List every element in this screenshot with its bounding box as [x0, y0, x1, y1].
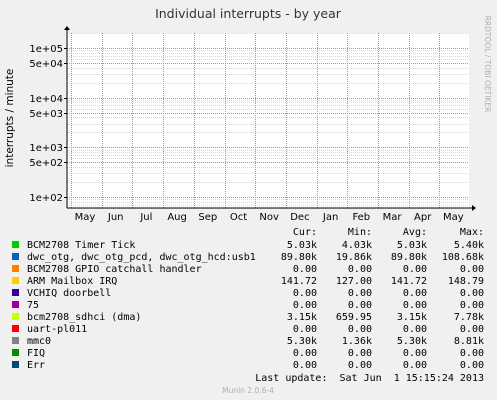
legend-column-header: Max:: [460, 227, 484, 238]
legend-value-cur: 0.00: [293, 288, 317, 299]
legend-series-name: mmc0: [27, 336, 51, 347]
y-tick-label: 5e+03: [29, 109, 63, 120]
y-tick-label: 5e+04: [29, 59, 63, 70]
legend-value-min: 19.86k: [336, 252, 372, 263]
legend-series-name: bcm2708_sdhci (dma): [27, 312, 141, 323]
rrdtool-watermark: RRDTOOL / TOBI OETIKER: [483, 16, 492, 113]
legend-series-name: 75: [27, 300, 39, 311]
legend-series-name: uart-pl011: [27, 324, 87, 335]
legend-value-cur: 0.00: [293, 348, 317, 359]
legend-value-min: 0.00: [348, 360, 372, 371]
legend-value-min: 0.00: [348, 348, 372, 359]
munin-version-footer: Munin 2.0.6-4: [222, 386, 274, 395]
legend-value-cur: 3.15k: [287, 312, 317, 323]
y-tick-label: 1e+03: [29, 143, 63, 154]
legend-value-cur: 0.00: [293, 360, 317, 371]
y-tick-label: 1e+02: [29, 193, 63, 204]
legend-value-cur: 0.00: [293, 300, 317, 311]
x-tick-label: May: [75, 212, 96, 223]
legend-value-max: 0.00: [460, 288, 484, 299]
legend-value-cur: 5.03k: [287, 240, 317, 251]
legend-value-avg: 0.00: [403, 300, 427, 311]
legend-value-max: 108.68k: [442, 252, 484, 263]
legend-value-min: 1.36k: [342, 336, 372, 347]
x-tick-label: May: [443, 212, 464, 223]
legend-swatch: [12, 265, 19, 272]
legend-value-max: 0.00: [460, 264, 484, 275]
y-tick-label: 1e+04: [29, 94, 63, 105]
y-tick-label: 1e+05: [29, 44, 63, 55]
legend-value-max: 7.78k: [454, 312, 484, 323]
legend-swatch: [12, 325, 19, 332]
legend-value-max: 0.00: [460, 324, 484, 335]
legend-value-avg: 0.00: [403, 288, 427, 299]
legend-swatch: [12, 313, 19, 320]
legend-value-min: 4.03k: [342, 240, 372, 251]
legend-swatch: [12, 301, 19, 308]
legend-value-max: 0.00: [460, 360, 484, 371]
legend-value-min: 0.00: [348, 324, 372, 335]
legend-series-name: dwc_otg, dwc_otg_pcd, dwc_otg_hcd:usb1: [27, 252, 256, 263]
legend-value-max: 8.81k: [454, 336, 484, 347]
legend-series-name: BCM2708 GPIO catchall handler: [27, 264, 202, 275]
y-axis-label: interrupts / minute: [4, 69, 16, 168]
legend-value-min: 0.00: [348, 264, 372, 275]
legend-value-max: 148.79: [448, 276, 484, 287]
legend-value-avg: 0.00: [403, 360, 427, 371]
x-tick-label: Jul: [139, 212, 152, 223]
legend-value-cur: 5.30k: [287, 336, 317, 347]
y-tick-label: 5e+02: [29, 158, 63, 169]
legend-value-avg: 141.72: [391, 276, 427, 287]
legend-value-avg: 0.00: [403, 264, 427, 275]
legend-swatch: [12, 241, 19, 248]
legend-swatch: [12, 337, 19, 344]
x-tick-label: Nov: [259, 212, 279, 223]
legend-value-max: 0.00: [460, 300, 484, 311]
legend-column-header: Min:: [348, 227, 372, 238]
legend-value-cur: 0.00: [293, 264, 317, 275]
legend-value-avg: 5.30k: [397, 336, 427, 347]
x-tick-label: Feb: [352, 212, 370, 223]
legend-value-cur: 141.72: [281, 276, 317, 287]
legend-value-avg: 0.00: [403, 348, 427, 359]
legend-series-name: BCM2708 Timer Tick: [27, 240, 135, 251]
x-tick-label: Oct: [230, 212, 247, 223]
legend-value-min: 659.95: [336, 312, 372, 323]
legend-value-avg: 5.03k: [397, 240, 427, 251]
legend-series-name: ARM Mailbox IRQ: [27, 276, 117, 287]
legend-swatch: [12, 361, 19, 368]
last-update: Last update: Sat Jun 1 15:15:24 2013: [255, 373, 484, 384]
legend-value-min: 127.00: [336, 276, 372, 287]
legend-series-name: Err: [27, 360, 45, 371]
legend-value-max: 5.40k: [454, 240, 484, 251]
legend-value-avg: 89.80k: [391, 252, 427, 263]
legend-value-min: 0.00: [348, 288, 372, 299]
legend-value-avg: 3.15k: [397, 312, 427, 323]
legend-swatch: [12, 289, 19, 296]
legend-swatch: [12, 253, 19, 260]
legend-column-header: Cur:: [293, 227, 317, 238]
legend-series-name: FIQ: [27, 348, 45, 359]
x-tick-label: Apr: [414, 212, 432, 223]
legend-swatch: [12, 277, 19, 284]
legend-swatch: [12, 349, 19, 356]
legend-value-cur: 89.80k: [281, 252, 317, 263]
x-tick-label: Mar: [383, 212, 403, 223]
x-tick-label: Aug: [167, 212, 187, 223]
x-tick-label: Dec: [290, 212, 309, 223]
legend-series-name: VCHIQ doorbell: [27, 288, 111, 299]
legend-value-min: 0.00: [348, 300, 372, 311]
legend-column-header: Avg:: [403, 227, 427, 238]
chart-title: Individual interrupts - by year: [155, 6, 342, 21]
x-tick-label: Jun: [107, 212, 124, 223]
legend-value-cur: 0.00: [293, 324, 317, 335]
legend-value-max: 0.00: [460, 348, 484, 359]
legend-row: dwc_otg, dwc_otg_pcd, dwc_otg_hcd:usb1 89…: [12, 252, 484, 263]
x-tick-label: Sep: [198, 212, 217, 223]
legend-value-avg: 0.00: [403, 324, 427, 335]
x-tick-label: Jan: [322, 212, 338, 223]
